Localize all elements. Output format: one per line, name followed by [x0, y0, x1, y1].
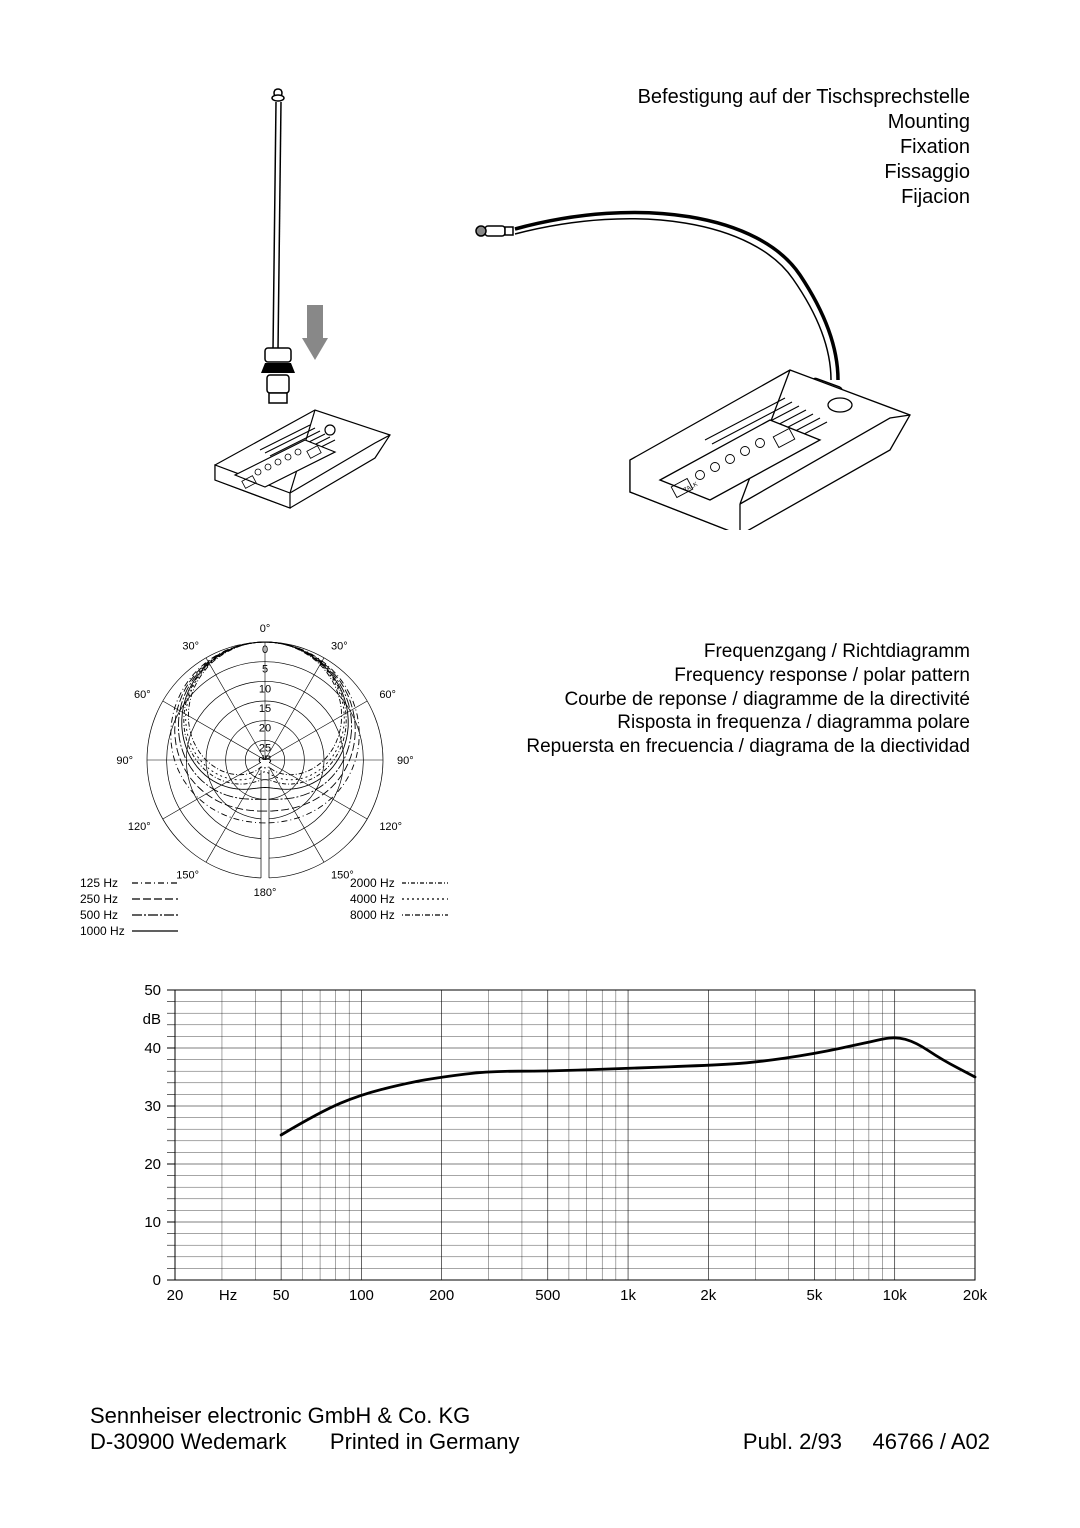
svg-text:30°: 30°: [331, 641, 348, 653]
svg-text:60°: 60°: [134, 689, 151, 701]
svg-text:120°: 120°: [128, 821, 151, 833]
svg-text:120°: 120°: [379, 821, 402, 833]
polar-de: Frequenzgang / Richtdiagramm: [526, 640, 970, 664]
svg-text:100: 100: [349, 1287, 374, 1304]
svg-text:60°: 60°: [379, 689, 396, 701]
svg-text:30°: 30°: [182, 641, 199, 653]
svg-text:180°: 180°: [254, 887, 277, 899]
footer-printed: Printed in Germany: [330, 1429, 520, 1455]
polar-diagram: 0510152025dB0°30°30°60°60°90°90°120°120°…: [90, 610, 440, 940]
svg-text:200: 200: [429, 1287, 454, 1304]
footer-pub: Publ. 2/93: [743, 1429, 842, 1454]
svg-text:dB: dB: [143, 1011, 161, 1028]
svg-text:5k: 5k: [807, 1287, 823, 1304]
footer: Sennheiser electronic GmbH & Co. KG D-30…: [90, 1403, 990, 1455]
footer-company: Sennheiser electronic GmbH & Co. KG: [90, 1403, 990, 1429]
svg-text:90°: 90°: [397, 755, 414, 767]
polar-it: Risposta in frequenza / diagramma polare: [526, 711, 970, 735]
polar-legend-left: 125 Hz250 Hz500 Hz1000 Hz: [80, 875, 178, 939]
svg-text:40: 40: [144, 1040, 161, 1057]
svg-text:2k: 2k: [700, 1287, 716, 1304]
svg-text:0: 0: [153, 1272, 161, 1289]
footer-address: D-30900 Wedemark: [90, 1429, 286, 1455]
polar-labels: Frequenzgang / Richtdiagramm Frequency r…: [526, 640, 970, 759]
svg-text:30: 30: [144, 1098, 161, 1115]
svg-text:50: 50: [273, 1287, 290, 1304]
footer-code: 46766 / A02: [873, 1429, 990, 1454]
svg-text:20: 20: [167, 1287, 184, 1304]
svg-text:0°: 0°: [260, 623, 271, 635]
svg-text:10: 10: [144, 1214, 161, 1231]
polar-fr: Courbe de reponse / diagramme de la dire…: [526, 688, 970, 712]
polar-en: Frequency response / polar pattern: [526, 664, 970, 688]
svg-text:Hz: Hz: [219, 1287, 237, 1304]
svg-text:10k: 10k: [883, 1287, 908, 1304]
svg-text:1k: 1k: [620, 1287, 636, 1304]
svg-text:20k: 20k: [963, 1287, 988, 1304]
svg-text:50: 50: [144, 982, 161, 999]
polar-es: Repuersta en frecuencia / diagrama de la…: [526, 735, 970, 759]
svg-text:90°: 90°: [116, 755, 133, 767]
svg-text:150°: 150°: [176, 869, 199, 881]
frequency-response-chart: 0 10 20 30 40 50 dB 20 50 100 200 500 1k 2k 5k 10k 20k Hz: [120, 980, 990, 1320]
polar-legend-right: 2000 Hz4000 Hz8000 Hz: [350, 875, 448, 923]
svg-text:500: 500: [535, 1287, 560, 1304]
mounting-illustration: TALK: [160, 80, 920, 530]
svg-text:20: 20: [144, 1156, 161, 1173]
